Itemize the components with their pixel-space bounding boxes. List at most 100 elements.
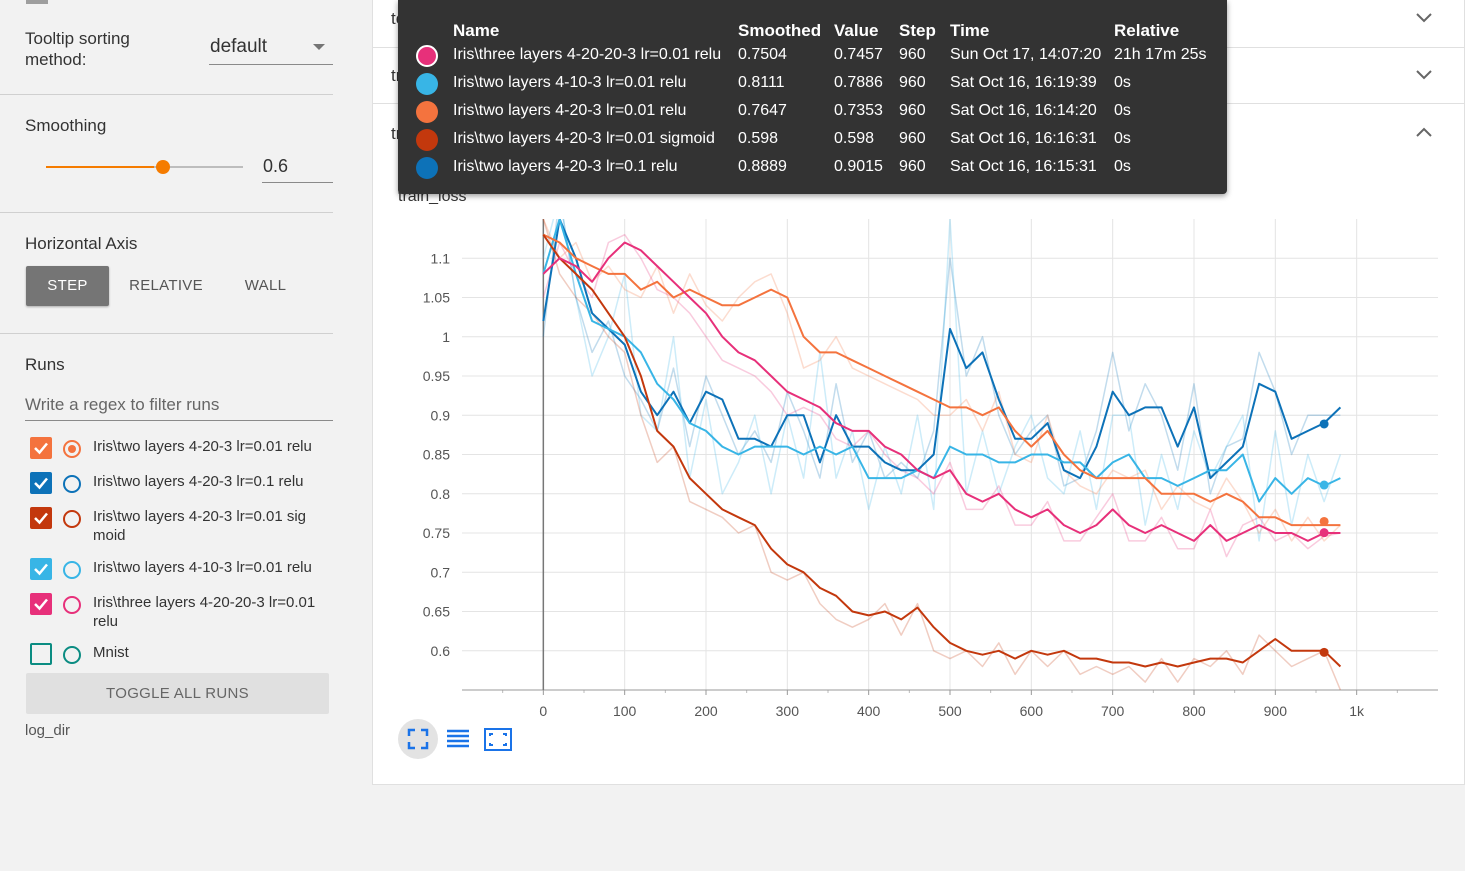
checkmark-icon [34, 512, 48, 525]
divider [0, 212, 333, 213]
card-train-loss: train_loss train_loss [372, 103, 1465, 785]
tooltip-header-smoothed: Smoothed [738, 21, 822, 40]
smoothing-label: Smoothing [25, 116, 107, 135]
run-color-radio[interactable] [63, 561, 81, 579]
run-color-radio[interactable] [63, 510, 81, 528]
fit-to-data-button[interactable] [478, 719, 518, 759]
tooltip-sorting-label: Tooltip sorting method: [25, 29, 130, 69]
tooltip-cell-name: Iris\two layers 4-10-3 lr=0.01 relu [453, 74, 687, 91]
x-tick-label: 100 [613, 703, 637, 719]
y-tick-label: 0.8 [431, 486, 451, 502]
chevron-up-icon[interactable] [1416, 127, 1432, 137]
y-tick-label: 1.05 [423, 290, 450, 306]
tooltip-cell-relative: 0s [1114, 130, 1131, 147]
tooltip-cell-time: Sat Oct 16, 16:16:31 [950, 130, 1097, 147]
sidebar: Tooltip sorting method: default Smoothin… [0, 0, 352, 871]
tooltip-cell-smoothed: 0.598 [738, 130, 779, 147]
runs-filter-input[interactable]: Write a regex to filter runs [25, 390, 333, 421]
tooltip-cell-time: Sat Oct 16, 16:19:39 [950, 74, 1097, 91]
series-end-marker [1319, 480, 1329, 490]
run-checkbox[interactable] [30, 643, 52, 665]
series-smoothed-line [542, 234, 1342, 668]
smoothing-input[interactable]: 0.6 [262, 150, 333, 183]
tooltip-cell-smoothed: 0.7647 [738, 102, 787, 119]
tooltip-cell-relative: 0s [1114, 158, 1131, 175]
chevron-down-icon[interactable] [1416, 70, 1432, 80]
tooltip-cell-name: Iris\three layers 4-20-20-3 lr=0.01 relu [453, 46, 722, 63]
tooltip-cell-smoothed: 0.8889 [738, 158, 787, 175]
x-tick-label: 900 [1264, 703, 1288, 719]
run-label: Iris\two layers 4-10-3 lr=0.01 relu [93, 559, 312, 576]
run-label: Iris\two layers 4-20-3 lr=0.01 sig moid [93, 508, 307, 544]
run-color-radio[interactable] [63, 646, 81, 664]
tooltip-cell-smoothed: 0.7504 [738, 46, 787, 63]
y-tick-label: 0.6 [431, 643, 451, 659]
checkmark-icon [34, 563, 48, 576]
toggle-log-scale-button[interactable] [438, 719, 478, 759]
toggle-all-runs-button[interactable]: TOGGLE ALL RUNS [26, 673, 329, 714]
y-tick-label: 0.9 [431, 407, 451, 423]
tooltip-cell-relative: 21h 17m 25s [1114, 46, 1207, 63]
x-tick-label: 200 [694, 703, 718, 719]
runs-filter-placeholder: Write a regex to filter runs [25, 395, 220, 414]
tooltip-series-swatch [416, 73, 438, 95]
tooltip-cell-smoothed: 0.8111 [738, 74, 785, 91]
axis-relative-button[interactable]: RELATIVE [129, 277, 203, 294]
tooltip-cell-name: Iris\two layers 4-20-3 lr=0.1 relu [453, 158, 678, 175]
x-tick-label: 700 [1101, 703, 1125, 719]
y-tick-label: 1 [442, 329, 450, 345]
divider [0, 333, 333, 334]
tooltip-header-step: Step [899, 21, 936, 40]
scrolled-checkbox-fragment [26, 0, 48, 4]
tooltip-cell-value: 0.9015 [834, 158, 883, 175]
y-tick-label: 0.7 [431, 564, 451, 580]
run-color-radio[interactable] [63, 440, 81, 458]
run-color-radio[interactable] [63, 596, 81, 614]
horizontal-axis-label: Horizontal Axis [25, 234, 138, 253]
tooltip-series-swatch [416, 101, 438, 123]
tooltip-series-swatch [416, 129, 438, 151]
axis-wall-button[interactable]: WALL [244, 277, 287, 294]
series-end-marker [1319, 647, 1329, 657]
y-tick-label: 0.95 [423, 368, 450, 384]
tooltip-header-value: Value [834, 21, 879, 40]
y-tick-label: 0.65 [423, 604, 450, 620]
run-label: Iris\two layers 4-20-3 lr=0.1 relu [93, 473, 304, 490]
checkmark-icon [34, 598, 48, 611]
chart-tooltip: Name Smoothed Value Step Time Relative I… [398, 0, 1227, 194]
fullscreen-icon [407, 728, 429, 750]
x-tick-label: 0 [539, 703, 547, 719]
run-checkbox-checked[interactable] [30, 558, 52, 580]
x-tick-label: 300 [776, 703, 800, 719]
run-color-radio[interactable] [63, 475, 81, 493]
smoothing-slider-track[interactable] [46, 166, 243, 168]
smoothing-slider-fill [46, 166, 155, 168]
smoothing-slider-thumb[interactable] [156, 160, 170, 174]
chevron-down-icon[interactable] [1416, 13, 1432, 23]
runs-label: Runs [25, 355, 65, 374]
tooltip-cell-step: 960 [899, 158, 926, 175]
series-raw-line [542, 219, 1341, 542]
tooltip-series-swatch [416, 157, 438, 179]
tooltip-cell-relative: 0s [1114, 102, 1131, 119]
tooltip-sorting-value: default [210, 36, 268, 57]
tooltip-sorting-select[interactable]: default [209, 30, 333, 65]
y-tick-label: 1.1 [431, 250, 451, 266]
run-checkbox-checked[interactable] [30, 437, 52, 459]
tooltip-cell-relative: 0s [1114, 74, 1131, 91]
run-checkbox-checked[interactable] [30, 593, 52, 615]
tooltip-cell-step: 960 [899, 46, 926, 63]
tooltip-cell-time: Sun Oct 17, 14:07:20 [950, 46, 1102, 63]
tooltip-cell-step: 960 [899, 74, 926, 91]
tooltip-cell-step: 960 [899, 130, 926, 147]
tooltip-cell-value: 0.598 [834, 130, 875, 147]
run-checkbox-checked[interactable] [30, 507, 52, 529]
series-raw-line [542, 219, 1341, 495]
series-smoothed-line [542, 233, 1341, 527]
fit-domain-button[interactable] [398, 719, 438, 759]
axis-step-button[interactable]: STEP [26, 266, 109, 306]
run-checkbox-checked[interactable] [30, 472, 52, 494]
series-smoothed-line [542, 241, 1341, 542]
x-tick-label: 600 [1020, 703, 1044, 719]
